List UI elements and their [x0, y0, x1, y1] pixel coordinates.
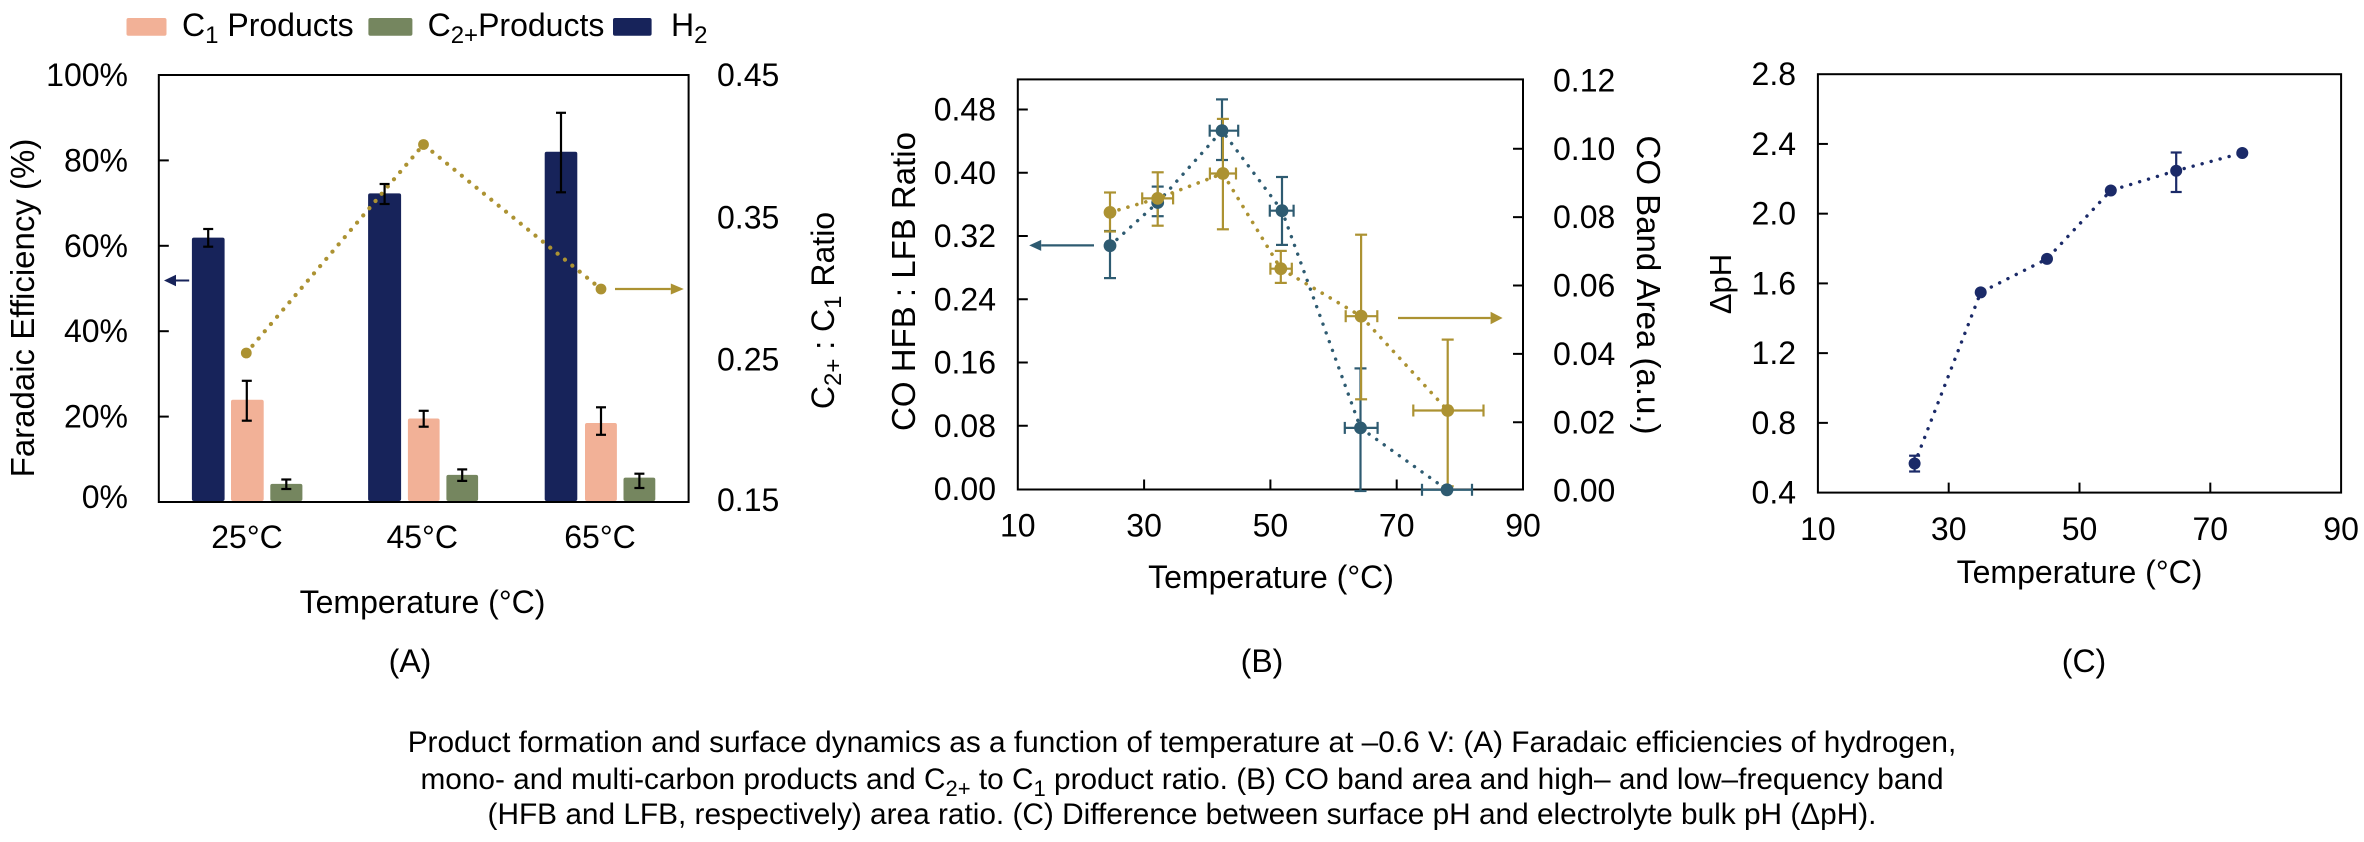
svg-text:0.15: 0.15 — [717, 482, 779, 518]
svg-text:0.04: 0.04 — [1553, 336, 1615, 372]
svg-text:50: 50 — [2062, 511, 2098, 547]
svg-text:0.10: 0.10 — [1553, 131, 1615, 167]
svg-text:0.35: 0.35 — [717, 199, 779, 235]
svg-text:Temperature (°C): Temperature (°C) — [1148, 559, 1394, 595]
svg-text:Product formation and surface: Product formation and surface dynamics a… — [408, 726, 1957, 759]
svg-text:2.4: 2.4 — [1752, 126, 1796, 162]
svg-text:Faradaic Efficiency (%): Faradaic Efficiency (%) — [4, 139, 41, 478]
svg-text:CO HFB : LFB Ratio: CO HFB : LFB Ratio — [885, 132, 922, 431]
svg-text:Temperature (°C): Temperature (°C) — [300, 584, 546, 620]
svg-text:mono- and multi-carbon product: mono- and multi-carbon products and C2+ … — [420, 763, 1943, 801]
svg-text:C1 Products: C1 Products — [182, 7, 354, 49]
svg-text:0%: 0% — [82, 479, 128, 515]
svg-text:0.32: 0.32 — [934, 218, 996, 254]
svg-text:10: 10 — [1000, 508, 1036, 544]
svg-text:2.8: 2.8 — [1752, 56, 1796, 92]
svg-text:Temperature (°C): Temperature (°C) — [1957, 554, 2203, 590]
svg-text:0.48: 0.48 — [934, 92, 996, 128]
svg-text:30: 30 — [1931, 511, 1967, 547]
svg-text:50: 50 — [1253, 508, 1289, 544]
svg-text:30: 30 — [1126, 508, 1162, 544]
svg-text:10: 10 — [1800, 511, 1836, 547]
svg-text:60%: 60% — [64, 228, 128, 264]
svg-text:ΔpH: ΔpH — [1703, 254, 1738, 314]
svg-text:100%: 100% — [46, 57, 128, 93]
svg-text:2.0: 2.0 — [1752, 196, 1796, 232]
svg-text:0.25: 0.25 — [717, 342, 779, 378]
svg-text:70: 70 — [1379, 508, 1415, 544]
svg-text:0.06: 0.06 — [1553, 268, 1615, 304]
svg-text:70: 70 — [2193, 511, 2229, 547]
svg-text:(B): (B) — [1241, 643, 1284, 679]
svg-text:CO Band Area (a.u.): CO Band Area (a.u.) — [1630, 136, 1667, 435]
svg-text:1.2: 1.2 — [1752, 335, 1796, 371]
svg-text:0.8: 0.8 — [1752, 405, 1796, 441]
svg-text:0.4: 0.4 — [1752, 475, 1796, 511]
svg-text:0.08: 0.08 — [934, 408, 996, 444]
svg-text:1.6: 1.6 — [1752, 265, 1796, 301]
svg-text:40%: 40% — [64, 313, 128, 349]
svg-text:90: 90 — [1505, 508, 1541, 544]
svg-text:(A): (A) — [389, 643, 432, 679]
svg-text:(C): (C) — [2062, 643, 2106, 679]
svg-text:0.45: 0.45 — [717, 57, 779, 93]
svg-text:20%: 20% — [64, 399, 128, 435]
svg-text:(HFB and LFB, respectively) ar: (HFB and LFB, respectively) area ratio. … — [488, 798, 1877, 831]
svg-text:0.02: 0.02 — [1553, 404, 1615, 440]
svg-text:0.08: 0.08 — [1553, 199, 1615, 235]
svg-text:65°C: 65°C — [564, 519, 636, 555]
svg-text:0.12: 0.12 — [1553, 62, 1615, 98]
svg-text:0.24: 0.24 — [934, 281, 996, 317]
svg-text:45°C: 45°C — [386, 519, 458, 555]
svg-text:80%: 80% — [64, 142, 128, 178]
svg-text:0.00: 0.00 — [934, 471, 996, 507]
svg-text:0.40: 0.40 — [934, 155, 996, 191]
svg-text:0.00: 0.00 — [1553, 473, 1615, 509]
svg-text:25°C: 25°C — [211, 519, 283, 555]
svg-text:0.16: 0.16 — [934, 345, 996, 381]
svg-text:90: 90 — [2323, 511, 2359, 547]
